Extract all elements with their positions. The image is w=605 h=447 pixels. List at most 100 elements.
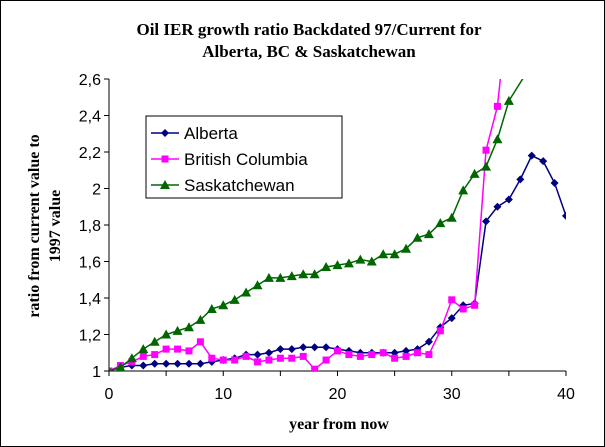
triangle-marker — [126, 353, 137, 363]
legend: Alberta British Columbia Saskatchewan — [145, 115, 343, 199]
diamond-marker — [150, 359, 159, 368]
triangle-marker — [309, 269, 320, 279]
diamond-marker — [562, 211, 566, 220]
square-marker — [471, 301, 479, 309]
diamond-marker — [504, 195, 513, 204]
square-marker — [448, 296, 456, 304]
y-tick-label: 1,2 — [79, 328, 101, 345]
triangle-marker — [503, 95, 514, 105]
diamond-marker — [493, 202, 502, 211]
square-marker — [276, 354, 284, 362]
square-marker — [161, 155, 169, 163]
triangle-marker — [446, 212, 457, 222]
square-marker — [402, 352, 410, 360]
diamond-marker — [310, 343, 319, 352]
diamond-marker — [527, 151, 536, 160]
triangle-marker — [195, 314, 206, 324]
square-marker — [231, 356, 239, 364]
triangle-marker — [160, 180, 170, 189]
square-marker — [254, 358, 262, 366]
triangle-marker — [286, 271, 297, 281]
square-marker — [196, 338, 204, 346]
y-axis-label-line-2: 1997 value — [47, 190, 64, 262]
triangle-marker — [378, 249, 389, 259]
square-marker — [162, 345, 170, 353]
square-marker — [322, 356, 330, 364]
y-tick-label: 2,2 — [79, 145, 101, 162]
square-marker — [368, 351, 376, 359]
square-marker — [345, 351, 353, 359]
diamond-marker — [447, 314, 456, 323]
triangle-marker — [332, 260, 343, 270]
diamond-marker — [196, 359, 205, 368]
diamond-marker — [173, 359, 182, 368]
chart-title-line-2: Alberta, BC & Saskatchewan — [202, 42, 416, 61]
square-marker — [185, 347, 193, 355]
diamond-marker — [253, 350, 262, 359]
triangle-marker — [389, 249, 400, 259]
triangle-marker — [275, 272, 286, 282]
y-tick-label: 2,4 — [79, 109, 101, 126]
y-tick-label: 1,4 — [79, 291, 101, 308]
square-marker — [151, 351, 159, 359]
x-tick-label: 20 — [329, 386, 347, 403]
diamond-marker — [264, 348, 273, 357]
x-tick-label: 0 — [105, 386, 114, 403]
triangle-marker — [481, 161, 492, 171]
triangle-marker — [298, 269, 309, 279]
diamond-marker — [162, 359, 171, 368]
diamond-marker — [482, 217, 491, 226]
y-tick-label: 1,8 — [79, 218, 101, 235]
triangle-marker — [423, 229, 434, 239]
diamond-marker — [161, 129, 169, 137]
triangle-marker — [263, 272, 274, 282]
square-marker — [425, 351, 433, 359]
square-marker — [242, 352, 250, 360]
triangle-marker — [435, 218, 446, 228]
x-tick-label: 30 — [443, 386, 461, 403]
y-tick-label: 2 — [92, 182, 101, 199]
y-axis-label-line-1: ratio from current value to — [26, 134, 43, 317]
triangle-marker — [469, 168, 480, 178]
square-marker — [482, 146, 490, 154]
square-marker — [139, 352, 147, 360]
triangle-marker — [321, 261, 332, 271]
square-marker — [436, 327, 444, 335]
x-tick-label: 40 — [557, 386, 575, 403]
triangle-marker — [401, 243, 412, 253]
triangle-marker — [343, 258, 354, 268]
square-marker — [174, 345, 182, 353]
square-marker — [299, 352, 307, 360]
diamond-marker — [322, 343, 331, 352]
triangle-marker — [252, 280, 263, 290]
triangle-marker — [183, 322, 194, 332]
triangle-marker — [172, 325, 183, 335]
square-marker — [208, 354, 216, 362]
triangle-marker — [241, 287, 252, 297]
square-marker — [288, 354, 296, 362]
diamond-marker — [139, 361, 148, 370]
triangle-marker — [229, 294, 240, 304]
square-marker — [356, 352, 364, 360]
triangle-marker — [206, 303, 217, 313]
square-marker — [311, 365, 319, 371]
y-tick-label: 1,6 — [79, 255, 101, 272]
chart-title-line-1: Oil IER growth ratio Backdated 97/Curren… — [136, 20, 481, 39]
diamond-marker — [276, 345, 285, 354]
diamond-marker — [516, 175, 525, 184]
legend-label: British Columbia — [184, 150, 308, 169]
triangle-marker — [218, 300, 229, 310]
triangle-marker — [138, 344, 149, 354]
triangle-marker — [115, 362, 126, 371]
legend-label: Saskatchewan — [184, 176, 295, 195]
square-marker — [493, 102, 501, 110]
x-axis-label: year from now — [289, 416, 389, 433]
series-line-extension — [508, 79, 524, 102]
diamond-marker — [424, 337, 433, 346]
diamond-marker — [299, 343, 308, 352]
diamond-marker — [184, 359, 193, 368]
triangle-marker — [412, 232, 423, 242]
triangle-marker — [161, 329, 172, 339]
